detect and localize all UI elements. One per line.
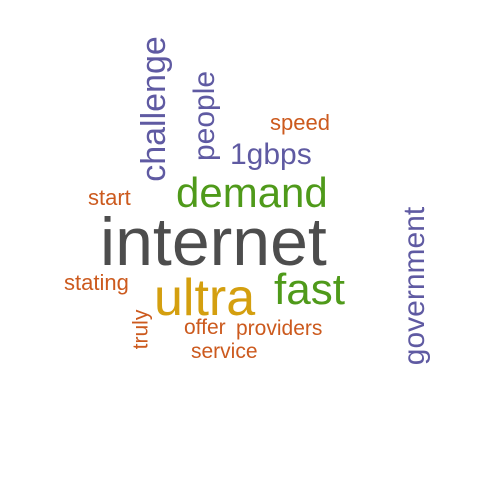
word-service: service (191, 340, 258, 363)
word-stating: stating (64, 270, 129, 295)
word-internet: internet (100, 204, 327, 280)
word-people: people (188, 70, 221, 162)
word-truly: truly (129, 309, 153, 350)
word-offer: offer (184, 316, 226, 339)
word-government: government (398, 206, 431, 366)
word-providers: providers (236, 317, 323, 340)
word-start: start (88, 185, 131, 210)
word-fast: fast (274, 265, 345, 314)
word-speed: speed (270, 110, 330, 135)
word-challenge: challenge (135, 36, 173, 182)
word-demand: demand (176, 169, 328, 216)
word-ultra: ultra (154, 269, 256, 327)
word-1gbps: 1gbps (230, 138, 312, 171)
